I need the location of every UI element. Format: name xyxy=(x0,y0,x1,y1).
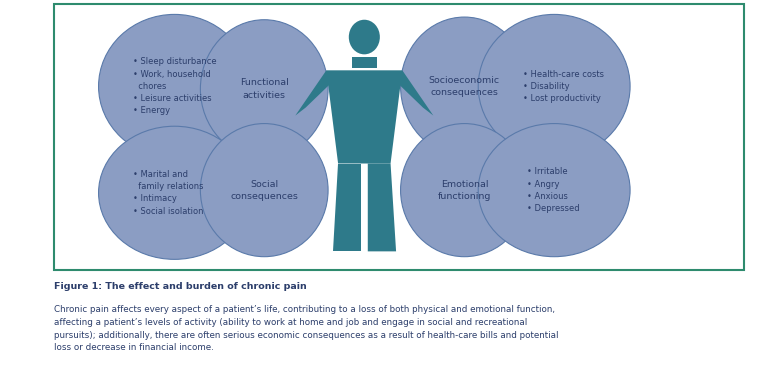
Polygon shape xyxy=(333,164,360,251)
Ellipse shape xyxy=(200,20,328,158)
Text: • Marital and
  family relations
• Intimacy
• Social isolation: • Marital and family relations • Intimac… xyxy=(133,170,203,216)
Ellipse shape xyxy=(200,124,328,256)
Ellipse shape xyxy=(479,14,630,158)
Polygon shape xyxy=(396,70,433,116)
Ellipse shape xyxy=(400,124,528,256)
Ellipse shape xyxy=(349,20,380,54)
Text: • Irritable
• Angry
• Anxious
• Depressed: • Irritable • Angry • Anxious • Depresse… xyxy=(526,167,579,213)
Text: • Health-care costs
• Disability
• Lost productivity: • Health-care costs • Disability • Lost … xyxy=(523,70,604,103)
Text: Figure 1: The effect and burden of chronic pain: Figure 1: The effect and burden of chron… xyxy=(54,282,307,291)
Text: Socioeconomic
consequences: Socioeconomic consequences xyxy=(429,76,500,97)
Polygon shape xyxy=(368,164,396,251)
Polygon shape xyxy=(352,57,377,68)
Text: Social
consequences: Social consequences xyxy=(230,180,298,201)
Text: Chronic pain affects every aspect of a patient’s life, contributing to a loss of: Chronic pain affects every aspect of a p… xyxy=(54,305,558,352)
FancyBboxPatch shape xyxy=(54,4,744,270)
Text: Emotional
functioning: Emotional functioning xyxy=(438,180,491,201)
Polygon shape xyxy=(295,70,333,116)
Ellipse shape xyxy=(479,124,630,256)
Ellipse shape xyxy=(98,14,250,158)
Text: Functional
activities: Functional activities xyxy=(240,78,288,99)
Text: • Sleep disturbance
• Work, household
  chores
• Leisure activities
• Energy: • Sleep disturbance • Work, household ch… xyxy=(133,57,217,115)
Ellipse shape xyxy=(400,17,528,156)
Polygon shape xyxy=(327,70,402,164)
Ellipse shape xyxy=(98,126,250,260)
